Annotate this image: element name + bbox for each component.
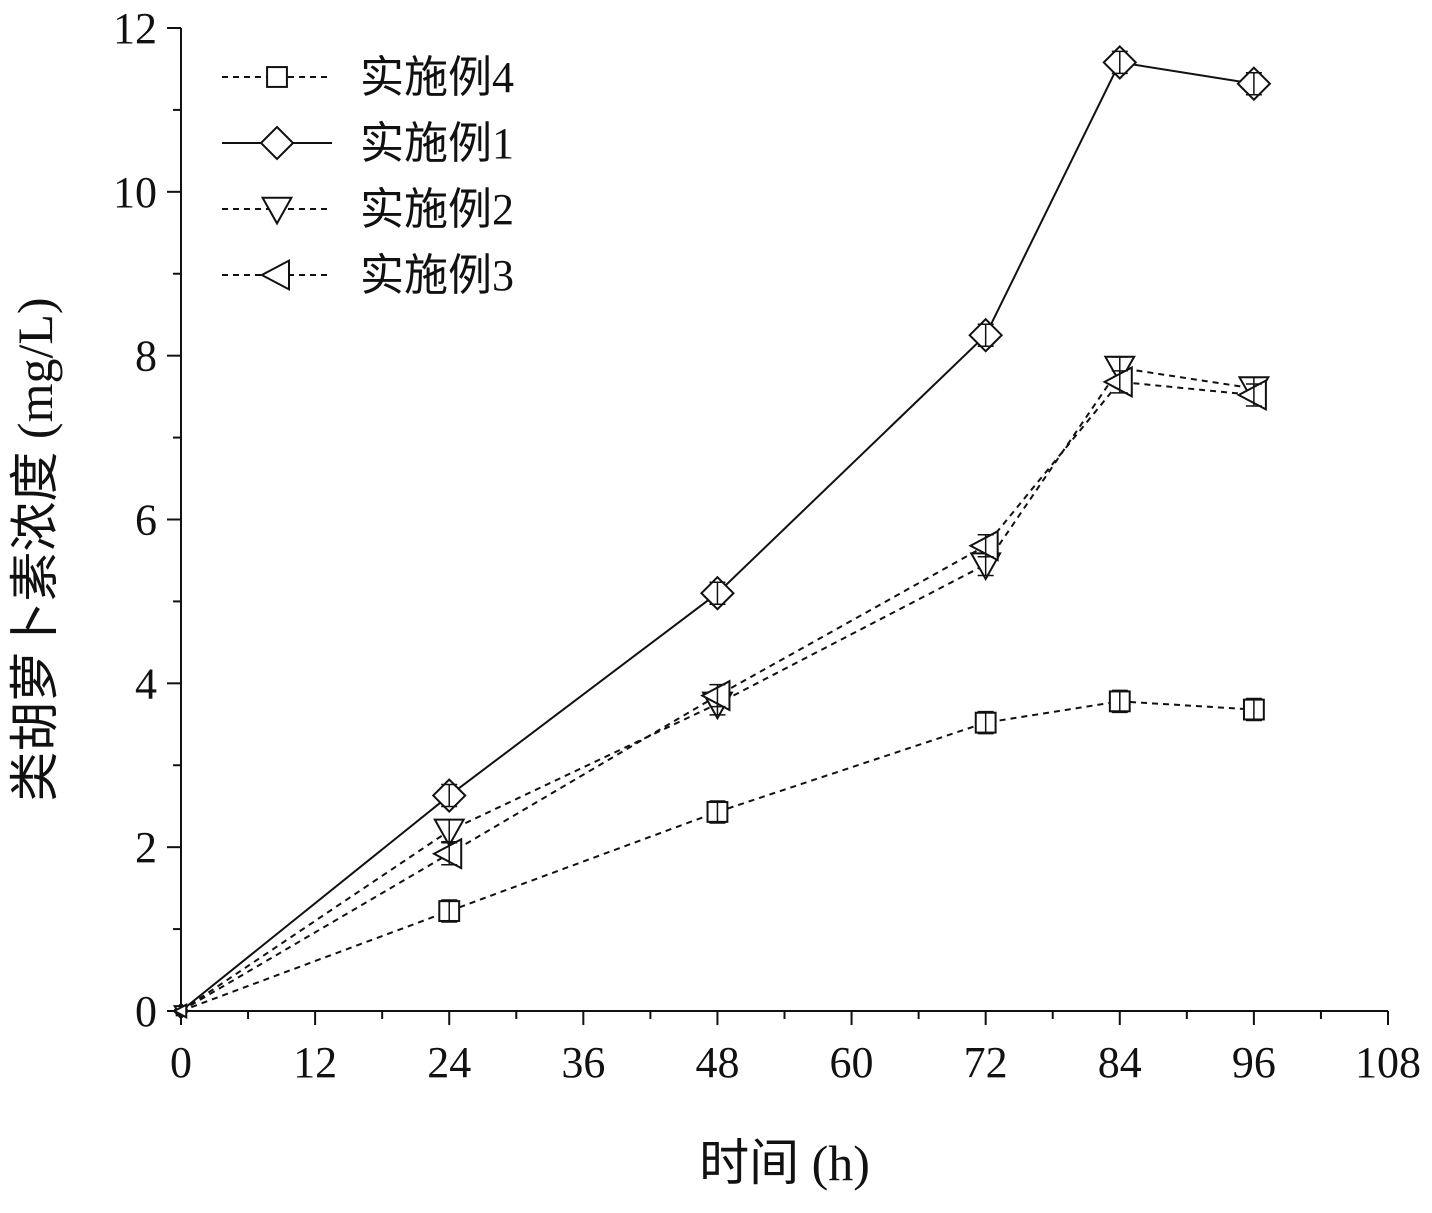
legend-label: 实施例3 (360, 251, 514, 300)
series-2 (172, 44, 1272, 1020)
legend-marker (260, 196, 294, 226)
series-line (180, 61, 1255, 1012)
y-tick-label: 10 (113, 168, 157, 217)
x-tick-label: 96 (1232, 1038, 1276, 1087)
data-point (968, 529, 999, 562)
y-tick-label: 2 (135, 823, 157, 872)
series-4 (172, 365, 1267, 1019)
data-point (1236, 378, 1267, 412)
y-tick-label: 6 (135, 496, 157, 545)
y-axis-title: 类胡萝卜素浓度 (mg/L) (7, 297, 63, 801)
x-tick-label: 24 (427, 1038, 471, 1087)
y-tick-label: 4 (135, 659, 157, 708)
series-1 (175, 689, 1265, 1017)
legend-entry: 实施例2 (222, 185, 514, 234)
legend-marker (259, 258, 290, 292)
legend-entry: 实施例4 (222, 53, 514, 102)
legend-marker (266, 66, 288, 88)
data-point (1102, 365, 1133, 398)
legend-entry: 实施例1 (222, 119, 514, 168)
legend-entry: 实施例3 (222, 251, 514, 300)
x-tick-label: 60 (830, 1038, 874, 1087)
y-tick-label: 8 (135, 332, 157, 381)
series-line (180, 380, 1254, 1012)
y-tick-label: 12 (113, 4, 157, 53)
legend-marker (259, 125, 295, 161)
data-point (172, 1003, 188, 1019)
legend-label: 实施例4 (360, 53, 514, 102)
data-point (431, 837, 463, 870)
x-axis-title: 时间 (h) (699, 1135, 870, 1191)
x-tick-label: 108 (1355, 1038, 1421, 1087)
legend-label: 实施例2 (360, 185, 514, 234)
legend: 实施例4 实施例1 实施例2 实施例3 (222, 53, 514, 300)
data-point (700, 679, 731, 712)
y-tick-label: 0 (135, 987, 157, 1036)
legend-label: 实施例1 (360, 119, 514, 168)
series-line (180, 366, 1255, 1012)
x-tick-label: 12 (293, 1038, 337, 1087)
x-tick-label: 48 (695, 1038, 739, 1087)
x-tick-label: 0 (170, 1038, 192, 1087)
x-tick-label: 84 (1098, 1038, 1142, 1087)
series-group (172, 44, 1272, 1020)
series-line (180, 700, 1254, 1012)
x-tick-label: 36 (561, 1038, 605, 1087)
axes (180, 28, 1388, 1012)
x-tick-label: 72 (964, 1038, 1008, 1087)
